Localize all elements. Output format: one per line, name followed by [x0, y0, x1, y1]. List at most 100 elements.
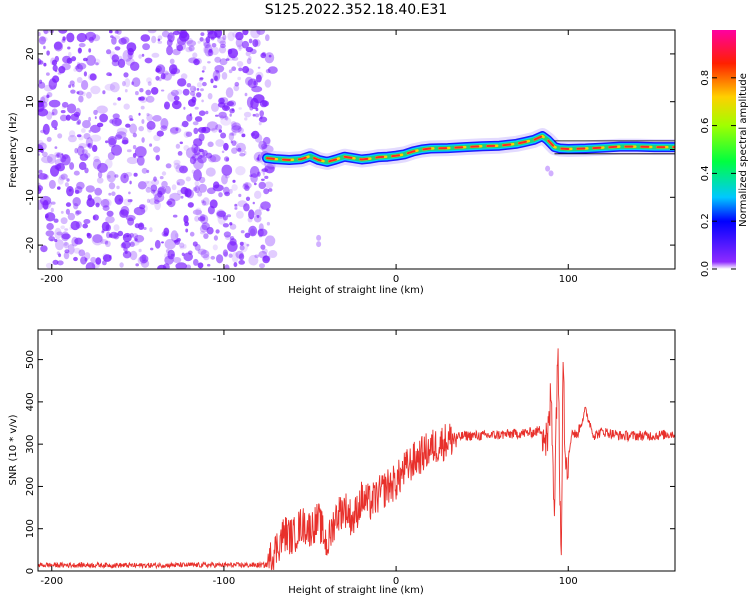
noise-speckle [196, 82, 203, 88]
noise-speckle [231, 108, 235, 112]
noise-speckle [203, 41, 211, 49]
noise-speckle [52, 64, 58, 72]
noise-speckle [40, 101, 48, 108]
noise-speckle [200, 249, 210, 259]
noise-speckle [263, 188, 270, 195]
noise-speckle [51, 119, 58, 129]
noise-speckle [67, 46, 71, 50]
noise-speckle [254, 190, 262, 199]
noise-speckle [195, 207, 202, 217]
noise-speckle [123, 247, 128, 252]
noise-speckle [193, 87, 197, 92]
noise-speckle [56, 152, 63, 158]
noise-speckle [126, 156, 139, 165]
noise-speckle [38, 185, 43, 192]
noise-speckle [42, 123, 50, 135]
noise-speckle [71, 84, 75, 88]
noise-speckle [193, 157, 204, 170]
noise-speckle [108, 255, 112, 259]
noise-speckle [175, 127, 179, 131]
noise-speckle [185, 176, 191, 182]
noise-speckle [133, 172, 138, 177]
noise-speckle [146, 112, 150, 117]
spectrogram-content [38, 30, 675, 269]
noise-speckle [43, 84, 54, 92]
noise-speckle [231, 56, 239, 61]
noise-speckle [46, 201, 48, 205]
noise-speckle [91, 34, 101, 42]
noise-speckle [86, 55, 96, 66]
noise-speckle [214, 75, 218, 81]
noise-speckle [151, 52, 160, 58]
noise-speckle [248, 225, 258, 237]
noise-speckle [114, 30, 119, 34]
noise-speckle [129, 123, 138, 134]
noise-speckle [209, 154, 221, 163]
noise-speckle [131, 81, 134, 86]
noise-speckle [261, 143, 268, 150]
noise-speckle [88, 73, 98, 81]
noise-speckle [115, 131, 127, 139]
colorbar-ticks: 0.0 0.2 0.4 0.6 0.8 [700, 70, 736, 277]
noise-speckle [211, 127, 218, 133]
noise-speckle [250, 132, 255, 137]
noise-speckle [175, 262, 187, 269]
noise-speckle [173, 95, 180, 101]
noise-speckle [116, 127, 128, 135]
noise-speckle [205, 110, 209, 115]
noise-speckle [268, 250, 278, 258]
noise-speckle [160, 89, 165, 92]
noise-speckle [210, 78, 214, 84]
noise-speckle [141, 167, 148, 174]
noise-speckle [146, 113, 153, 122]
noise-speckle [250, 173, 258, 183]
noise-speckle [165, 163, 172, 169]
noise-speckle [46, 94, 50, 99]
noise-speckle [46, 92, 53, 98]
noise-speckle [62, 36, 66, 41]
noise-speckle [101, 228, 105, 233]
noise-speckle [150, 184, 158, 192]
noise-speckle [207, 30, 214, 35]
noise-speckle [228, 132, 235, 141]
noise-speckle [46, 222, 54, 231]
noise-speckle [78, 143, 87, 149]
noise-speckle [173, 100, 179, 105]
noise-speckle [257, 66, 261, 69]
noise-speckle [97, 162, 108, 173]
noise-speckle [203, 253, 210, 261]
noise-speckle [60, 210, 64, 214]
noise-speckle [219, 58, 228, 66]
noise-speckle [201, 70, 205, 73]
noise-speckle [231, 125, 242, 133]
noise-speckle [264, 79, 272, 88]
noise-speckle [237, 200, 248, 208]
noise-speckle [177, 238, 181, 242]
noise-speckle [254, 254, 259, 258]
noise-speckle [129, 241, 135, 247]
noise-speckle [125, 123, 131, 128]
noise-speckle [238, 107, 242, 110]
noise-speckle [201, 99, 204, 103]
noise-speckle [170, 89, 179, 97]
noise-speckle [175, 89, 183, 95]
noise-speckle [56, 231, 63, 236]
noise-speckle [264, 181, 274, 189]
noise-speckle [238, 46, 242, 51]
noise-speckle [258, 140, 267, 150]
noise-speckle [256, 74, 262, 83]
noise-speckle [149, 143, 153, 147]
noise-speckle [132, 77, 141, 87]
noise-speckle [58, 66, 66, 74]
noise-speckle [73, 256, 78, 262]
x-tick-label: -100 [213, 274, 236, 285]
noise-speckle [119, 262, 124, 268]
noise-speckle [258, 181, 266, 190]
noise-speckle [92, 144, 98, 152]
noise-speckle [220, 43, 226, 49]
noise-speckle [246, 96, 254, 108]
noise-speckle [193, 258, 199, 266]
noise-speckle [225, 87, 234, 98]
noise-speckle [155, 65, 162, 73]
noise-speckle [199, 77, 204, 80]
